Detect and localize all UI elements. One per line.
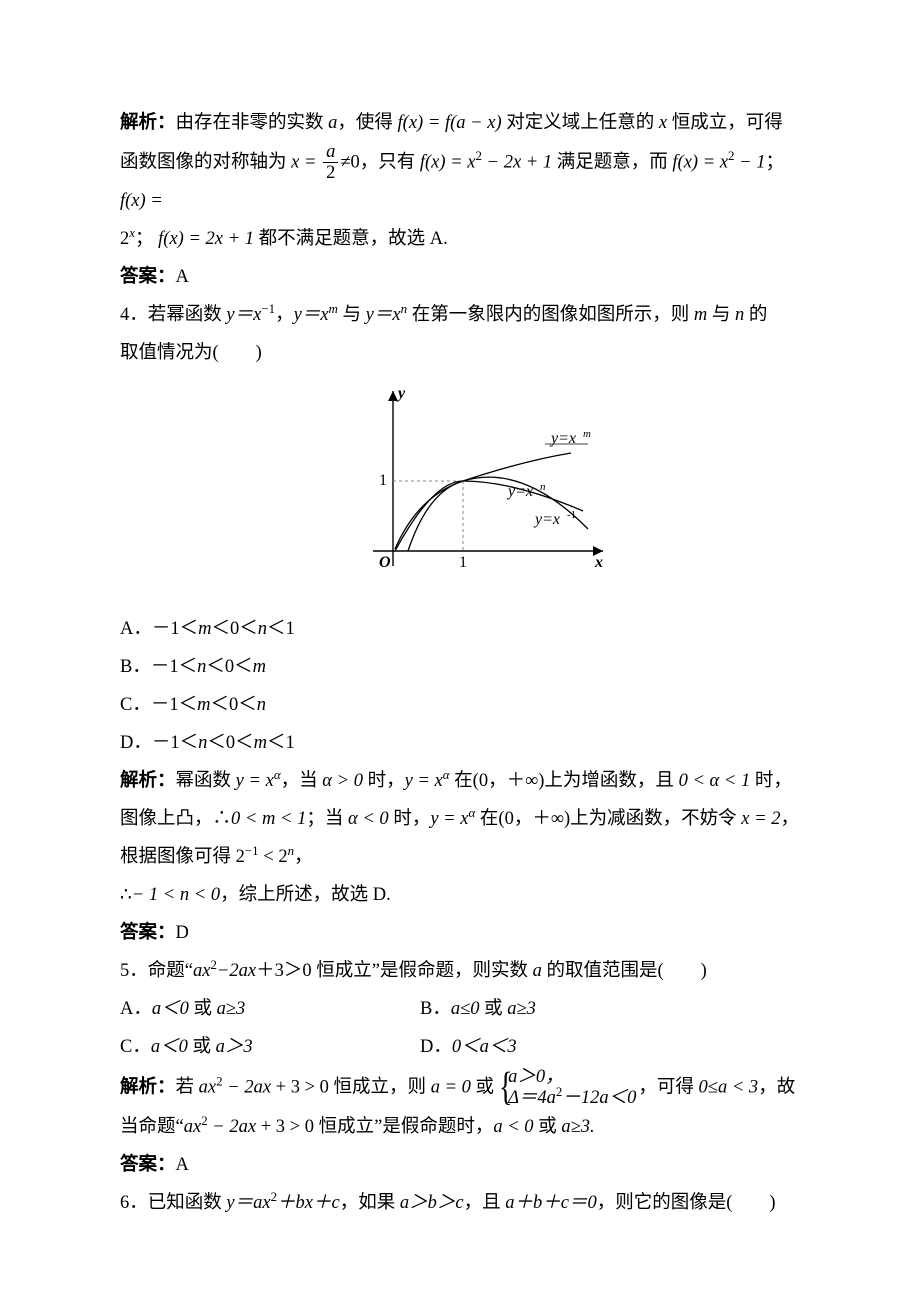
q5-opts-row2: C．a＜0 或 a＞3 D．0＜a＜3 bbox=[120, 1029, 805, 1067]
svg-text:1: 1 bbox=[379, 472, 387, 489]
q4-stem-2: 取值情况为( ) bbox=[120, 335, 805, 373]
q4-opt-d: D．－1＜n＜0＜m＜1 bbox=[120, 725, 805, 763]
q3-explain-1: 解析：由存在非零的实数 a，使得 f(x) = f(a − x) 对定义域上任意… bbox=[120, 105, 805, 143]
q4-explain-4: ∴− 1 < n < 0，综上所述，故选 D. bbox=[120, 877, 805, 915]
curve-xm bbox=[395, 453, 571, 549]
svg-text:-1: -1 bbox=[567, 509, 576, 521]
q5-opt-c: C．a＜0 或 a＞3 bbox=[120, 1029, 420, 1067]
q3-explain-2: 函数图像的对称轴为 x = a2≠0，只有 f(x) = x2 − 2x + 1… bbox=[120, 143, 805, 221]
q5-answer: 答案：A bbox=[120, 1147, 805, 1185]
q5-explain-2: 当命题“ax2 − 2ax + 3 > 0 恒成立”是假命题时，a < 0 或 … bbox=[120, 1109, 805, 1147]
svg-text:y: y bbox=[396, 385, 406, 402]
q3-answer: 答案：A bbox=[120, 259, 805, 297]
q4-opt-a: A．－1＜m＜0＜n＜1 bbox=[120, 611, 805, 649]
svg-text:y=x: y=x bbox=[549, 430, 576, 447]
q4-explain-3: 根据图像可得 2−1 < 2n， bbox=[120, 839, 805, 877]
curve-x-1 bbox=[408, 477, 588, 551]
label-explain: 解析： bbox=[120, 113, 176, 133]
page: 解析：由存在非零的实数 a，使得 f(x) = f(a − x) 对定义域上任意… bbox=[0, 0, 920, 1303]
q4-opt-b: B．－1＜n＜0＜m bbox=[120, 649, 805, 687]
svg-text:x: x bbox=[594, 554, 603, 571]
svg-text:y=x: y=x bbox=[533, 511, 560, 528]
q5-opt-d: D．0＜a＜3 bbox=[420, 1029, 720, 1067]
q5-opt-b: B．a≤0 或 a≥3 bbox=[420, 991, 720, 1029]
q5-opt-a: A．a＜0 或 a≥3 bbox=[120, 991, 420, 1029]
q4-figure: O 1 1 x y y=x m y=x n y=x -1 bbox=[120, 381, 805, 606]
q3-explain-3: 2x； f(x) = 2x + 1 都不满足题意，故选 A. bbox=[120, 221, 805, 259]
q6-stem: 6．已知函数 y＝ax2＋bx＋c，如果 a＞b＞c，且 a＋b＋c＝0，则它的… bbox=[120, 1185, 805, 1223]
svg-text:m: m bbox=[583, 428, 591, 440]
q4-answer: 答案：D bbox=[120, 915, 805, 953]
svg-text:1: 1 bbox=[459, 554, 467, 571]
q5-opts-row1: A．a＜0 或 a≥3 B．a≤0 或 a≥3 bbox=[120, 991, 805, 1029]
case-brace: a＞0，Δ＝4a2－12a＜0 bbox=[496, 1067, 636, 1110]
svg-text:n: n bbox=[540, 481, 546, 493]
svg-text:y=x: y=x bbox=[506, 483, 533, 500]
q4-opt-c: C．－1＜m＜0＜n bbox=[120, 687, 805, 725]
svg-text:O: O bbox=[379, 554, 391, 571]
frac-a-2: a2 bbox=[323, 143, 338, 183]
q4-explain-2: 图像上凸，∴0 < m < 1；当 α < 0 时，y = xα 在(0，＋∞)… bbox=[120, 801, 805, 839]
q5-stem: 5．命题“ax2−2ax＋3＞0 恒成立”是假命题，则实数 a 的取值范围是( … bbox=[120, 953, 805, 991]
q5-explain-1: 解析：若 ax2 − 2ax + 3 > 0 恒成立，则 a = 0 或a＞0，… bbox=[120, 1067, 805, 1110]
q4-explain-1: 解析：幂函数 y = xα，当 α > 0 时，y = xα 在(0，＋∞)上为… bbox=[120, 763, 805, 801]
q4-stem-1: 4．若幂函数 y＝x−1，y＝xm 与 y＝xn 在第一象限内的图像如图所示，则… bbox=[120, 297, 805, 335]
